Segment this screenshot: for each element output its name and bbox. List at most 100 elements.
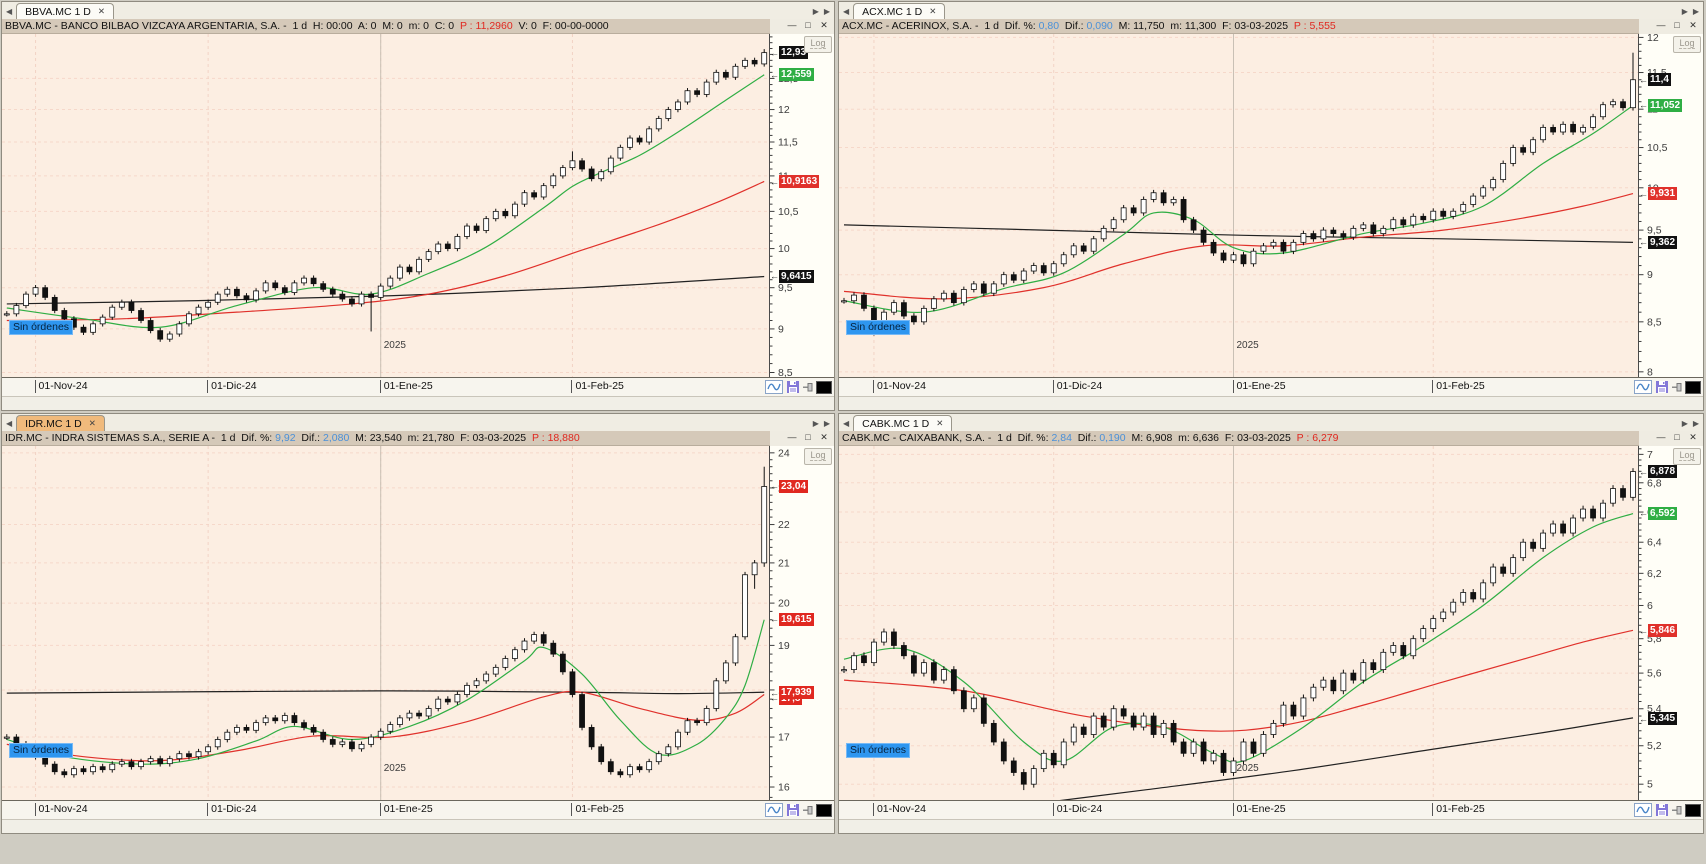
tab-close-icon[interactable]: ✕ — [929, 6, 937, 16]
instrument-tab[interactable]: ACX.MC 1 D ✕ — [853, 3, 946, 19]
black-square-icon[interactable] — [816, 803, 832, 817]
panel-next-icon[interactable]: ▶ — [823, 419, 830, 428]
close-button[interactable]: ✕ — [1689, 432, 1697, 442]
save-icon[interactable] — [786, 803, 800, 817]
chart-panel-bbva-mc: ◀ BBVA.MC 1 D ✕ ▶ ▶ BBVA.MC - BANCO BILB… — [1, 1, 835, 411]
price-label: ← 5,846 — [1639, 624, 1678, 638]
instrument-tab[interactable]: CABK.MC 1 D ✕ — [853, 415, 953, 431]
header-segment: 2,080 — [323, 432, 350, 444]
price-chart[interactable]: 2025 Sin órdenes — [839, 446, 1638, 800]
header-segment: P : 18,880 — [532, 432, 580, 444]
panel-bottom-strip — [839, 396, 1703, 410]
time-axis[interactable]: 01-Nov-24 01-Dic-24 01-Ene-25 01-Feb-25 — [839, 378, 1703, 396]
footer-icons — [765, 802, 832, 818]
panel-next-icon[interactable]: ▶ — [1692, 7, 1699, 16]
tab-close-icon[interactable]: ✕ — [88, 418, 96, 428]
panel-next-icon[interactable]: ▶ — [1692, 419, 1699, 428]
header-segment: CABK.MC - CAIXABANK, S.A. - 1 d Dif. %: — [842, 432, 1052, 444]
tab-scroll-right-icon[interactable]: ▶ — [1681, 7, 1688, 16]
close-button[interactable]: ✕ — [1689, 20, 1697, 30]
chart-line-icon[interactable] — [765, 803, 783, 817]
svg-text:6,2: 6,2 — [1647, 568, 1662, 580]
svg-text:12: 12 — [778, 104, 790, 116]
log-scale-button[interactable]: Log — [1673, 36, 1701, 53]
date-tick-label: 01-Feb-25 — [1432, 803, 1485, 816]
footer-icons — [765, 379, 832, 395]
pin-icon[interactable] — [1672, 381, 1682, 393]
maximize-button[interactable]: □ — [1674, 432, 1680, 442]
instrument-tab[interactable]: IDR.MC 1 D ✕ — [16, 415, 105, 431]
pin-icon[interactable] — [1672, 804, 1682, 816]
header-segment: 0,190 — [1099, 432, 1126, 444]
chart-main: 2025 Sin órdenes Log 242322212019181716←… — [2, 446, 834, 800]
close-button[interactable]: ✕ — [820, 20, 828, 30]
close-button[interactable]: ✕ — [820, 432, 828, 442]
svg-text:10,5: 10,5 — [778, 206, 799, 218]
save-icon[interactable] — [786, 380, 800, 394]
tab-scroll-right-icon[interactable]: ▶ — [812, 419, 819, 428]
minimize-button[interactable]: — — [1656, 432, 1666, 442]
pin-icon[interactable] — [803, 804, 813, 816]
price-arrow-icon: ← — [770, 176, 779, 187]
svg-text:6: 6 — [1647, 600, 1653, 612]
tab-scroll-left-icon[interactable]: ◀ — [6, 419, 13, 428]
log-scale-button[interactable]: Log — [804, 36, 832, 53]
chart-line-icon[interactable] — [1634, 380, 1652, 394]
price-label: ← 9,362 — [1639, 235, 1678, 249]
minimize-button[interactable]: — — [1656, 20, 1666, 30]
chart-line-icon[interactable] — [765, 380, 783, 394]
pin-icon[interactable] — [803, 381, 813, 393]
header-segment: P : 6,279 — [1296, 432, 1339, 444]
ma-line-ma-slow — [1059, 717, 1634, 800]
log-scale-button[interactable]: Log — [1673, 448, 1701, 465]
chart-footer: 01-Nov-24 01-Dic-24 01-Ene-25 01-Feb-25 — [839, 800, 1703, 819]
chart-footer: 01-Nov-24 01-Dic-24 01-Ene-25 01-Feb-25 — [2, 800, 834, 819]
black-square-icon[interactable] — [1685, 803, 1701, 817]
price-axis[interactable]: Log 12,51211,51110,5109,598,5←12,93←12,5… — [769, 34, 834, 377]
tab-scroll-left-icon[interactable]: ◀ — [843, 419, 850, 428]
window-controls: — □ ✕ — [770, 19, 834, 34]
header-segment: 0,090 — [1086, 20, 1113, 32]
time-axis[interactable]: 01-Nov-24 01-Dic-24 01-Ene-25 01-Feb-25 — [2, 378, 834, 396]
save-icon[interactable] — [1655, 380, 1669, 394]
header-segment: P : 11,2960 — [459, 20, 513, 32]
price-value: 23,04 — [779, 479, 809, 493]
tab-bar: ◀ IDR.MC 1 D ✕ ▶ ▶ — [2, 414, 834, 431]
black-square-icon[interactable] — [1685, 380, 1701, 394]
chart-line-icon[interactable] — [1634, 803, 1652, 817]
date-tick-label: 01-Dic-24 — [1052, 803, 1102, 816]
price-value: 12,559 — [779, 68, 814, 82]
maximize-button[interactable]: □ — [1674, 20, 1680, 30]
maximize-button[interactable]: □ — [805, 432, 811, 442]
tab-close-icon[interactable]: ✕ — [936, 418, 944, 428]
price-chart[interactable]: 2025 Sin órdenes — [839, 34, 1638, 377]
price-chart[interactable]: 2025 Sin órdenes — [2, 34, 769, 377]
time-axis[interactable]: 01-Nov-24 01-Dic-24 01-Ene-25 01-Feb-25 — [839, 801, 1703, 819]
price-label: ← 11,052 — [1639, 98, 1683, 112]
price-label: ← 6,592 — [1639, 506, 1678, 520]
price-arrow-icon: ← — [770, 47, 779, 58]
svg-text:8,5: 8,5 — [1647, 316, 1662, 328]
minimize-button[interactable]: — — [787, 432, 797, 442]
minimize-button[interactable]: — — [787, 20, 797, 30]
save-icon[interactable] — [1655, 803, 1669, 817]
price-axis[interactable]: Log 1211,51110,5109,598,58←11,4←11,052←9… — [1638, 34, 1703, 377]
no-orders-badge: Sin órdenes — [846, 320, 911, 335]
black-square-icon[interactable] — [816, 380, 832, 394]
chart-footer: 01-Nov-24 01-Dic-24 01-Ene-25 01-Feb-25 — [2, 377, 834, 396]
panel-next-icon[interactable]: ▶ — [823, 7, 830, 16]
tab-scroll-right-icon[interactable]: ▶ — [1681, 419, 1688, 428]
price-axis[interactable]: Log 76,86,66,46,265,85,65,45,25←6,878←6,… — [1638, 446, 1703, 800]
tab-scroll-right-icon[interactable]: ▶ — [812, 7, 819, 16]
tab-close-icon[interactable]: ✕ — [97, 6, 106, 16]
maximize-button[interactable]: □ — [805, 20, 811, 30]
header-segment: M: 6,908 m: 6,636 F: 03-03-2025 — [1125, 432, 1297, 444]
price-chart[interactable]: 2025 Sin órdenes — [2, 446, 769, 800]
log-scale-button[interactable]: Log — [804, 448, 832, 465]
tab-scroll-left-icon[interactable]: ◀ — [6, 7, 13, 16]
price-axis[interactable]: Log 242322212019181716←23,04←19,615←17,8… — [769, 446, 834, 800]
instrument-tab[interactable]: BBVA.MC 1 D ✕ — [16, 3, 115, 19]
time-axis[interactable]: 01-Nov-24 01-Dic-24 01-Ene-25 01-Feb-25 — [2, 801, 834, 819]
tab-scroll-left-icon[interactable]: ◀ — [843, 7, 850, 16]
date-tick-label: 01-Ene-25 — [379, 380, 433, 393]
